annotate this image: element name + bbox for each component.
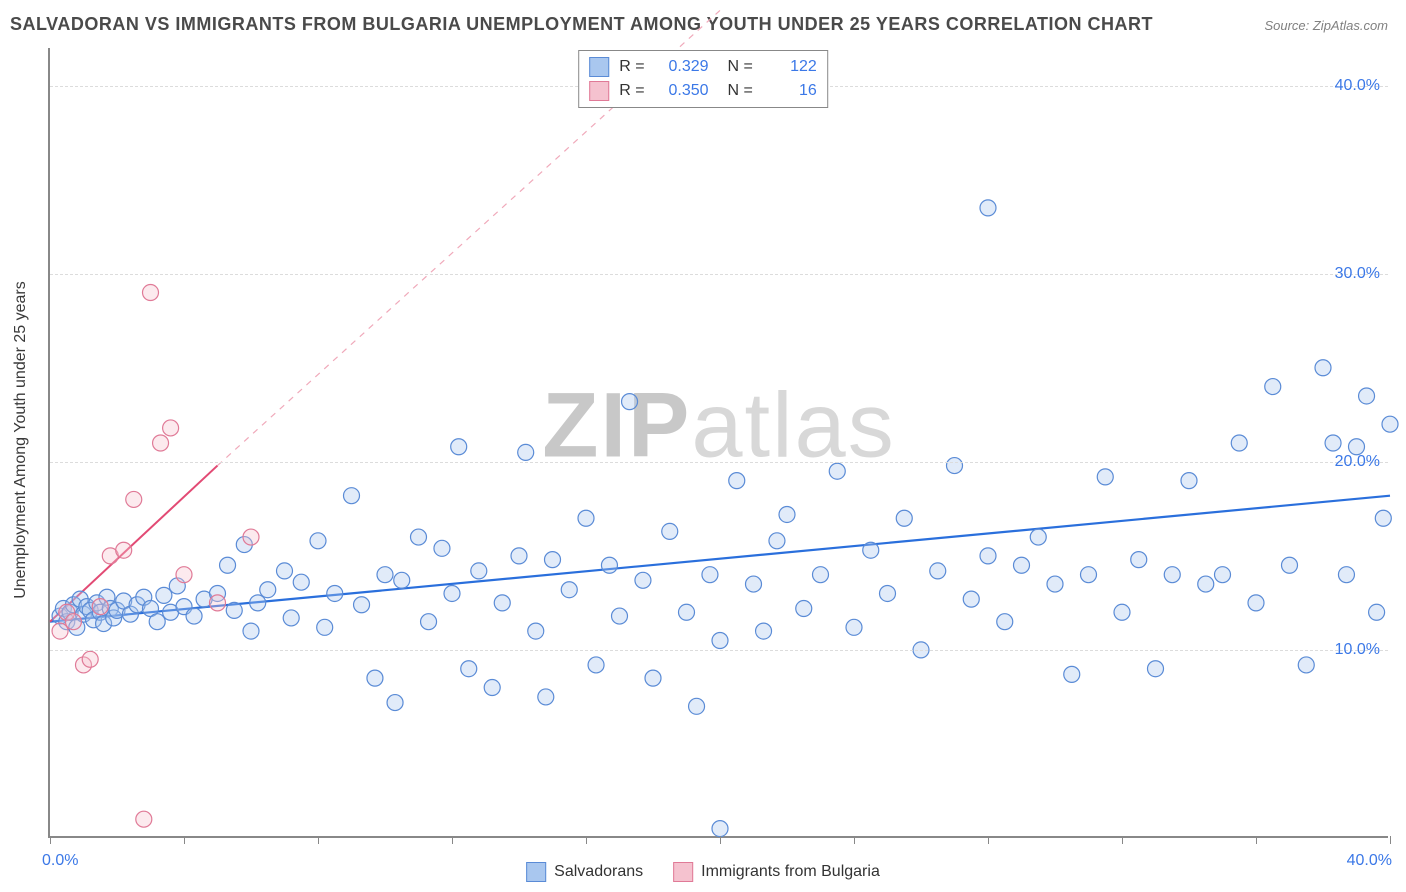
legend-row: R = 0.329 N = 122	[589, 55, 817, 79]
r-value-0: 0.329	[655, 58, 709, 76]
y-axis-label: Unemployment Among Youth under 25 years	[12, 281, 30, 599]
legend-item: Immigrants from Bulgaria	[673, 862, 880, 882]
chart-title: SALVADORAN VS IMMIGRANTS FROM BULGARIA U…	[10, 14, 1153, 35]
legend-label: Immigrants from Bulgaria	[701, 863, 880, 881]
y-tick-label: 40.0%	[1335, 77, 1380, 95]
swatch-bottom-1	[673, 862, 693, 882]
n-value-1: 16	[763, 82, 817, 100]
legend-row: R = 0.350 N = 16	[589, 79, 817, 103]
y-tick-label: 30.0%	[1335, 265, 1380, 283]
series-legend: Salvadorans Immigrants from Bulgaria	[526, 862, 880, 882]
swatch-series-1	[589, 81, 609, 101]
plot-area: ZIPatlas 10.0%20.0%30.0%40.0%	[48, 48, 1388, 838]
y-tick-label: 10.0%	[1335, 641, 1380, 659]
correlation-legend: R = 0.329 N = 122 R = 0.350 N = 16	[578, 50, 828, 108]
swatch-series-0	[589, 57, 609, 77]
legend-item: Salvadorans	[526, 862, 643, 882]
plot-svg	[50, 48, 1388, 836]
legend-label: Salvadorans	[554, 863, 643, 881]
x-axis-max-label: 40.0%	[1347, 852, 1392, 870]
n-value-0: 122	[763, 58, 817, 76]
swatch-bottom-0	[526, 862, 546, 882]
r-value-1: 0.350	[655, 82, 709, 100]
x-axis-min-label: 0.0%	[42, 852, 78, 870]
y-tick-label: 20.0%	[1335, 453, 1380, 471]
source-label: Source: ZipAtlas.com	[1264, 18, 1388, 33]
